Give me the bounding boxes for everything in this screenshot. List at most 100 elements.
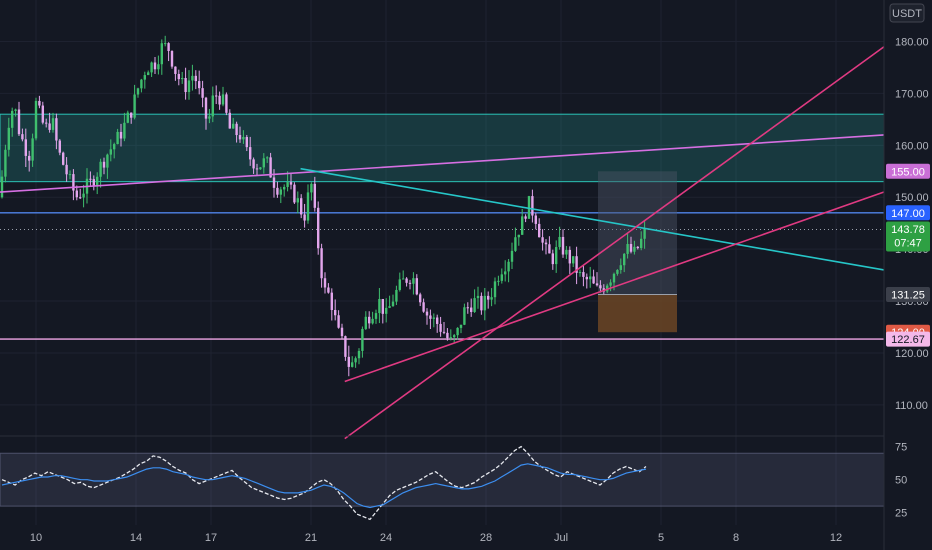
candles — [0, 35, 646, 377]
candle-body — [303, 214, 306, 221]
candle-body — [340, 327, 344, 337]
crimson-uptrend-shallow[interactable] — [344, 191, 885, 383]
price-axis[interactable]: 110.00120.00130.00140.00150.00160.00170.… — [895, 37, 929, 520]
position-profit-area[interactable] — [598, 171, 677, 295]
position-box[interactable] — [598, 171, 677, 333]
candle-body — [643, 228, 646, 239]
candle-body — [323, 278, 327, 288]
cyan-downtrend[interactable] — [300, 167, 885, 271]
candle-body — [330, 292, 333, 310]
candle-body — [55, 118, 58, 141]
candle-body — [374, 313, 378, 319]
candle-body — [408, 282, 412, 284]
time-tick-label: Jul — [554, 532, 568, 544]
candle-body — [82, 193, 85, 198]
candle-body — [551, 253, 554, 265]
candle-body — [228, 112, 231, 129]
candle-body — [582, 272, 585, 277]
candle-body — [218, 95, 221, 105]
candle-body — [524, 216, 527, 219]
candle-body — [225, 94, 228, 113]
price-tick-label: 180.00 — [895, 37, 929, 49]
candle-body — [4, 149, 7, 177]
currency-label: USDT — [892, 8, 922, 20]
candle-body — [28, 155, 31, 161]
candle-body — [541, 237, 544, 243]
candle-body — [497, 280, 500, 282]
supply-zone[interactable] — [0, 113, 885, 183]
candle-body — [415, 278, 418, 295]
candle-body — [174, 66, 177, 74]
price-tag — [886, 205, 930, 221]
candle-body — [442, 331, 446, 333]
currency-button[interactable]: USDT — [889, 3, 925, 23]
price-tick-label: 150.00 — [895, 192, 929, 204]
price-tick-label: 170.00 — [895, 88, 929, 100]
price-tag — [886, 287, 930, 303]
candle-body — [194, 75, 197, 82]
price-tag-label: 122.67 — [891, 334, 925, 346]
position-loss-area[interactable] — [598, 294, 677, 333]
candle-body — [300, 198, 303, 215]
time-tick-label: 24 — [380, 532, 392, 544]
candle-body — [177, 73, 180, 80]
candle-body — [592, 276, 595, 284]
candle-body — [21, 134, 24, 140]
candle-body — [126, 112, 129, 123]
price-tags: 155.00147.00143.7807:47131.25124.00122.6… — [886, 163, 930, 347]
candle-body — [504, 271, 507, 275]
trendlines[interactable] — [0, 46, 885, 440]
candle-body — [109, 149, 112, 155]
candle-body — [102, 161, 106, 168]
candle-body — [419, 294, 422, 303]
candle-body — [480, 295, 483, 311]
oscillator-signal-line — [1, 463, 647, 509]
time-tick-label: 17 — [205, 532, 217, 544]
time-tick-label: 21 — [305, 532, 317, 544]
candle-body — [17, 109, 21, 135]
candle-body — [354, 358, 357, 363]
candle-body — [198, 81, 201, 89]
candle-body — [572, 256, 575, 264]
candle-body — [232, 123, 235, 129]
time-axis[interactable]: 10 14 17 21 24 28 Jul 5 8 12 — [30, 532, 842, 544]
candle-body — [531, 196, 534, 216]
candle-body — [62, 152, 65, 165]
candle-body — [500, 274, 503, 281]
candle-body — [510, 250, 514, 262]
candle-body — [262, 158, 265, 168]
grid — [0, 0, 884, 525]
candle-body — [470, 307, 473, 312]
candle-body — [113, 144, 116, 150]
candle-body — [191, 75, 194, 81]
candle-body — [136, 88, 140, 95]
candle-body — [24, 139, 27, 156]
candle-body — [211, 95, 214, 117]
candle-body — [34, 100, 38, 139]
candle-body — [306, 192, 310, 221]
candle-body — [439, 323, 442, 332]
candle-body — [266, 157, 269, 159]
candle-body — [283, 186, 286, 190]
candle-body — [371, 318, 374, 324]
candle-body — [425, 311, 429, 316]
candle-body — [140, 79, 143, 89]
candle-body — [487, 295, 490, 300]
time-tick-label: 28 — [480, 532, 492, 544]
candle-body — [286, 182, 289, 187]
violet-resistance[interactable] — [0, 134, 885, 193]
candle-body — [449, 337, 452, 339]
candle-body — [599, 285, 602, 289]
candle-body — [289, 182, 293, 185]
candle-body — [208, 116, 211, 119]
candle-body — [259, 167, 262, 170]
candle-body — [170, 50, 174, 67]
candle-body — [252, 159, 255, 169]
candle-body — [381, 298, 384, 314]
candle-body — [490, 297, 493, 300]
candle-body — [0, 176, 4, 198]
crimson-uptrend-steep[interactable] — [344, 46, 885, 440]
candle-body — [595, 283, 599, 286]
time-tick-label: 8 — [733, 532, 739, 544]
